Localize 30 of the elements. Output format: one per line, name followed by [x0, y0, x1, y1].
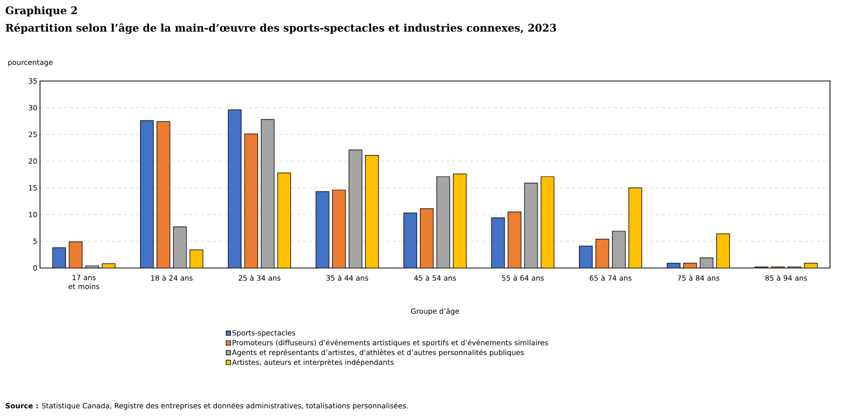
bar — [700, 258, 714, 268]
bar — [190, 250, 204, 268]
bar — [365, 154, 379, 268]
bar — [332, 190, 346, 268]
bar — [628, 188, 642, 268]
bar — [52, 248, 66, 268]
bar — [68, 242, 82, 268]
bar — [508, 212, 522, 268]
bar — [596, 238, 610, 268]
bar — [452, 174, 467, 268]
bar — [524, 182, 538, 268]
bar — [403, 212, 418, 268]
bar — [612, 230, 626, 268]
bar — [540, 176, 554, 268]
bar — [173, 226, 187, 268]
bar — [277, 172, 291, 268]
bar — [420, 208, 434, 268]
bar — [579, 246, 593, 268]
chart-subtitle: Répartition selon l’âge de la main-d’œuvre des sports-spectacles et industries connexes, 2023 — [6, 23, 556, 34]
bar — [140, 120, 154, 268]
bar — [491, 217, 505, 268]
bar — [228, 110, 242, 268]
bar — [716, 234, 730, 268]
bar — [436, 176, 450, 268]
bar — [244, 134, 258, 268]
bar — [260, 119, 274, 268]
chart-title: Graphique 2 — [6, 6, 77, 16]
bar — [156, 121, 170, 268]
bar — [348, 150, 362, 268]
bar — [316, 191, 330, 268]
